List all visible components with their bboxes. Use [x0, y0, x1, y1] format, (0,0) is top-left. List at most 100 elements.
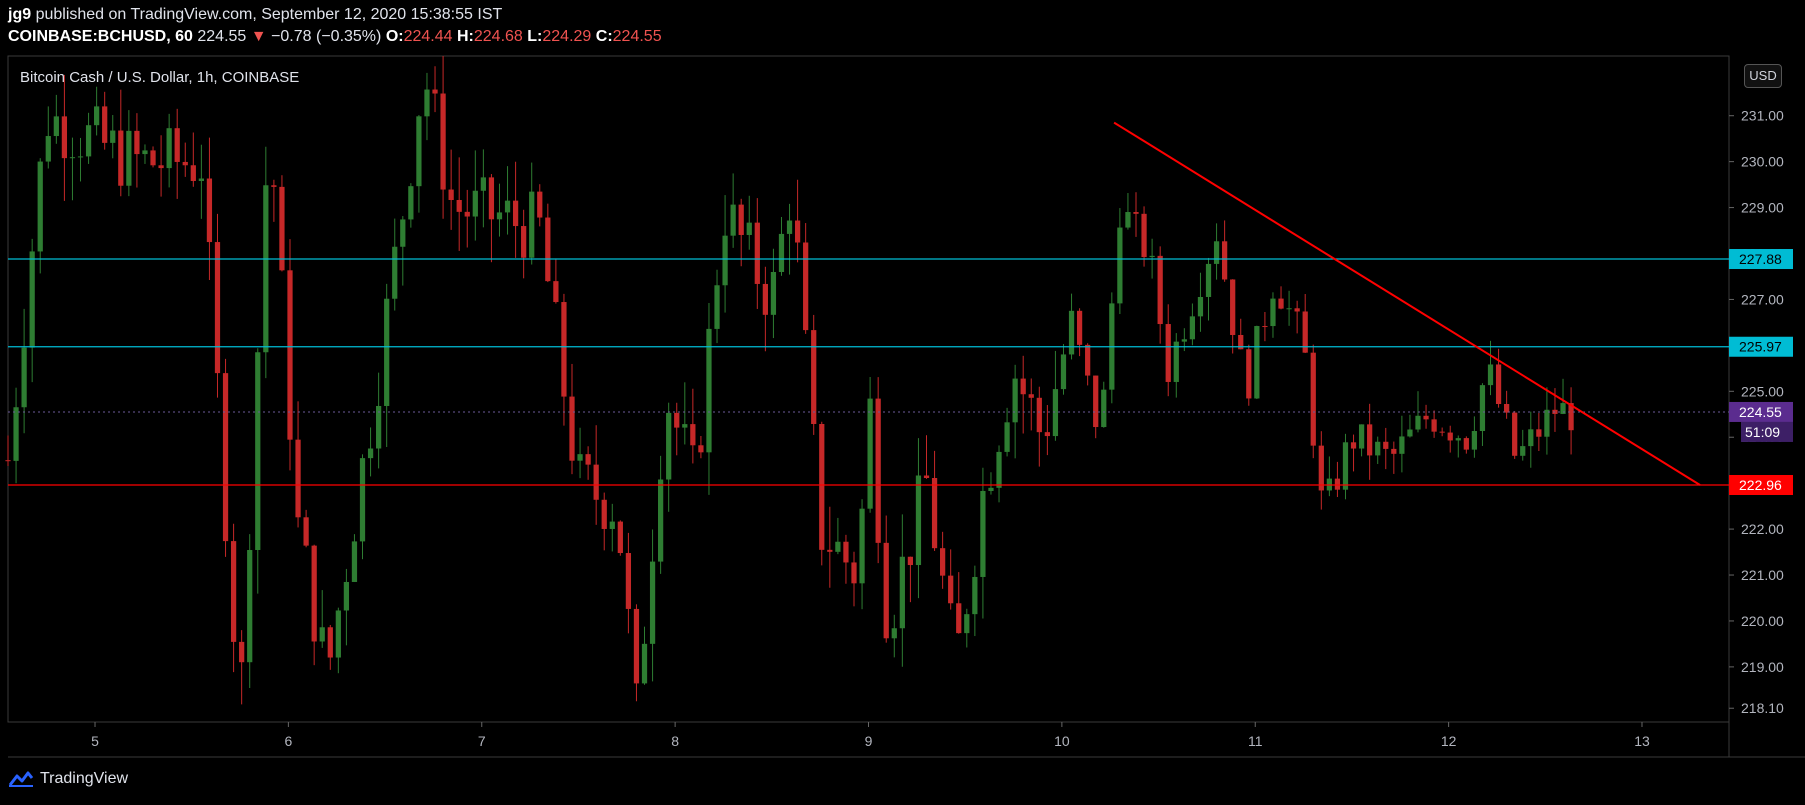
descending-trendline[interactable] — [1113, 121, 1701, 486]
candle-body — [1520, 446, 1526, 456]
candle-body — [827, 549, 833, 552]
candle-body — [1068, 310, 1075, 355]
candle-body — [1495, 364, 1502, 405]
candle-body — [1093, 375, 1099, 428]
candle-body — [617, 521, 623, 554]
candle-body — [327, 627, 333, 658]
candle-body — [1246, 349, 1252, 399]
candle-body — [230, 541, 237, 642]
candle-body — [851, 562, 857, 584]
candle-body — [77, 156, 84, 158]
candle-body — [867, 398, 873, 509]
current-price-tag — [1729, 401, 1793, 422]
candle-body — [1528, 429, 1534, 447]
candle-body — [319, 627, 325, 642]
candle-body — [343, 581, 350, 611]
candle-body — [625, 553, 632, 609]
candle-body — [585, 454, 591, 465]
candle-body — [1141, 213, 1147, 258]
candle-body — [94, 106, 100, 126]
high-value: 224.68 — [473, 28, 523, 45]
level-price-tag — [1729, 249, 1793, 270]
candle-body — [287, 270, 293, 440]
candle-body — [1504, 404, 1510, 413]
candle-body — [255, 352, 261, 551]
y-tick-label: 229.00 — [1741, 200, 1784, 216]
candle-body — [1254, 326, 1260, 399]
candle-body — [730, 204, 736, 236]
candle-body — [488, 177, 495, 220]
candle-body — [811, 330, 817, 425]
level-price-label: 222.96 — [1739, 477, 1782, 493]
candle-body — [1302, 311, 1308, 353]
candle-body — [1342, 442, 1349, 490]
candle-body — [738, 204, 744, 235]
candle-body — [1455, 438, 1461, 441]
candle-body — [1544, 409, 1550, 437]
candle-body — [222, 373, 229, 542]
candle-body — [553, 281, 559, 303]
candle-body — [21, 347, 27, 408]
footer-brand[interactable]: TradingView — [8, 770, 128, 788]
open-label: O: — [385, 28, 404, 45]
candle-body — [1044, 432, 1050, 437]
candle-body — [1375, 441, 1381, 456]
candle-body — [1230, 279, 1236, 335]
x-tick-label: 5 — [91, 733, 99, 749]
candle-body — [335, 610, 341, 658]
candle-body — [907, 556, 914, 566]
candle-body — [1238, 334, 1244, 350]
candle-body — [1205, 263, 1212, 297]
candle-body — [1318, 445, 1324, 491]
author-name[interactable]: jg9 — [8, 6, 32, 23]
candle-body — [778, 233, 785, 272]
low-label: L: — [527, 28, 543, 45]
x-tick-label: 9 — [865, 733, 873, 749]
candle-body — [682, 424, 688, 428]
currency-button[interactable]: USD — [1744, 64, 1782, 88]
candle-body — [1004, 422, 1010, 452]
x-tick-label: 8 — [671, 733, 679, 749]
candle-body — [988, 487, 994, 491]
candle-body — [666, 412, 672, 480]
candle-body — [545, 217, 551, 282]
candle-body — [198, 178, 204, 181]
candle-body — [279, 186, 285, 271]
close-value: 224.55 — [612, 28, 662, 45]
candle-body — [915, 475, 922, 566]
candle-body — [214, 242, 221, 374]
candle-body — [569, 396, 575, 461]
candle-body — [206, 178, 213, 243]
candle-body — [512, 200, 519, 227]
candle-body — [13, 407, 19, 461]
candle-body — [190, 165, 196, 181]
candle-body — [1415, 415, 1421, 430]
tradingview-brand: TradingView — [40, 770, 129, 787]
publish-line: jg9 published on TradingView.com, Septem… — [8, 6, 502, 24]
y-tick-label: 218.10 — [1741, 700, 1784, 716]
candle-body — [174, 128, 180, 162]
candle-body — [1157, 255, 1163, 325]
candle-body — [311, 545, 317, 642]
y-tick-label: 230.00 — [1741, 154, 1784, 170]
candle-body — [424, 89, 430, 117]
candle-body — [1181, 339, 1187, 342]
candle-body — [601, 499, 607, 529]
candle-body — [786, 220, 793, 234]
candle-body — [1423, 415, 1429, 420]
candle-body — [931, 478, 938, 549]
candle-body — [1383, 441, 1389, 449]
candle-body — [1262, 326, 1268, 328]
candle-body — [5, 460, 11, 462]
x-tick-label: 10 — [1054, 733, 1070, 749]
candle-body — [37, 161, 43, 252]
candle-body — [384, 298, 390, 406]
open-value: 224.44 — [403, 28, 453, 45]
level-price-label: 225.97 — [1739, 339, 1782, 355]
candle-body — [843, 541, 849, 563]
candle-body — [1133, 212, 1139, 214]
candle-body — [609, 521, 615, 529]
candle-body — [762, 283, 768, 315]
candle-body — [1036, 397, 1042, 433]
